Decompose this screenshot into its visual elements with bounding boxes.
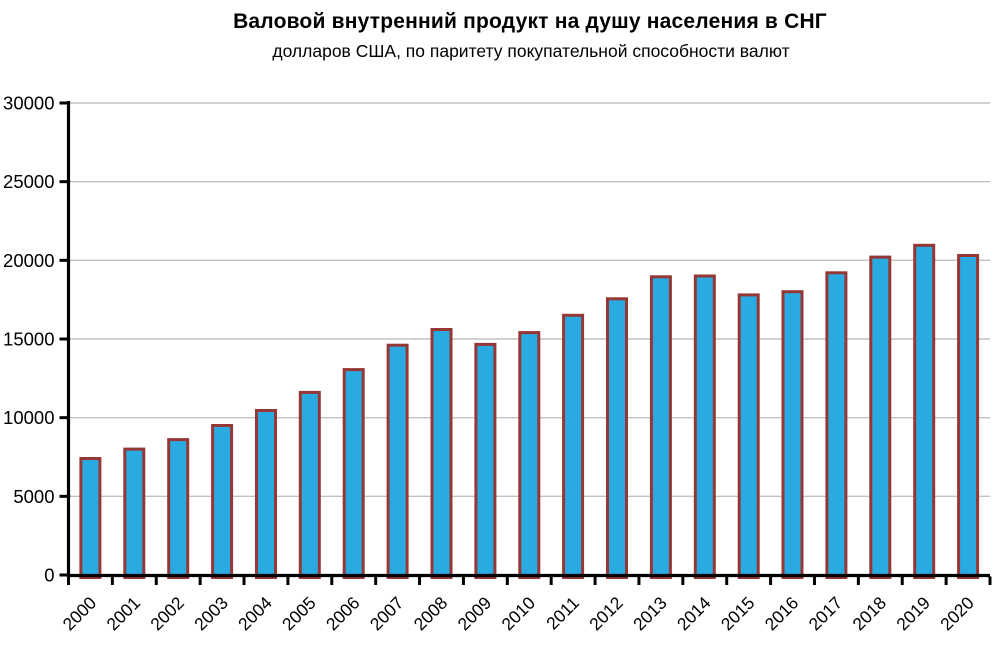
x-axis-label-2005: 2005 [278, 593, 320, 635]
x-axis-label-2014: 2014 [673, 593, 715, 635]
bar-2003 [211, 424, 234, 579]
x-axis-label-2006: 2006 [322, 593, 364, 635]
x-axis-label-2010: 2010 [497, 593, 539, 635]
x-axis-label-2003: 2003 [190, 593, 232, 635]
y-axis-label-10000: 10000 [3, 407, 54, 428]
bar-2015 [737, 293, 760, 579]
bar-2019 [913, 243, 936, 580]
y-axis-label-5000: 5000 [13, 486, 54, 507]
x-axis-label-2012: 2012 [585, 593, 627, 635]
x-axis-label-2011: 2011 [542, 593, 583, 634]
bar-2002 [167, 438, 190, 579]
bar-2016 [781, 290, 804, 579]
bar-2007 [386, 343, 409, 580]
bar-2001 [123, 447, 146, 579]
bar-2009 [474, 342, 497, 579]
x-axis-label-2000: 2000 [59, 593, 101, 635]
y-axis-label-0: 0 [44, 565, 54, 586]
bar-2006 [342, 368, 365, 579]
bar-2010 [518, 331, 541, 579]
bar-2004 [255, 409, 277, 579]
chart-subtitle: долларов США, по паритету покупательной … [272, 41, 790, 61]
bar-2020 [957, 254, 980, 579]
x-axis-label-2001: 2001 [102, 593, 144, 635]
y-axis-label-30000: 30000 [3, 93, 54, 114]
x-axis-label-2009: 2009 [454, 593, 496, 635]
bar-2014 [693, 274, 716, 579]
x-axis-label-2019: 2019 [892, 593, 934, 635]
x-axis-label-2002: 2002 [146, 593, 188, 635]
x-axis-label-2008: 2008 [410, 593, 452, 635]
x-axis-label-2020: 2020 [936, 593, 978, 635]
bar-2018 [869, 255, 892, 579]
bar-2008 [430, 328, 453, 579]
x-axis-label-2016: 2016 [761, 593, 803, 635]
bar-2013 [649, 275, 672, 579]
x-axis-label-2004: 2004 [234, 593, 276, 635]
x-axis-label-2017: 2017 [805, 593, 847, 635]
x-axis-label-2007: 2007 [366, 593, 408, 635]
bar-2017 [825, 271, 848, 579]
y-axis-label-15000: 15000 [3, 329, 54, 350]
y-axis-label-20000: 20000 [3, 250, 54, 271]
x-axis-label-2018: 2018 [848, 593, 890, 635]
chart-title: Валовой внутренний продукт на душу насел… [233, 10, 827, 33]
bar-2012 [606, 297, 628, 579]
y-axis-label-25000: 25000 [3, 171, 54, 192]
x-axis-label-2015: 2015 [717, 593, 759, 635]
bar-2000 [79, 457, 102, 579]
bar-2011 [562, 313, 585, 579]
x-axis-label-2013: 2013 [629, 593, 671, 635]
bar-2005 [298, 390, 321, 579]
